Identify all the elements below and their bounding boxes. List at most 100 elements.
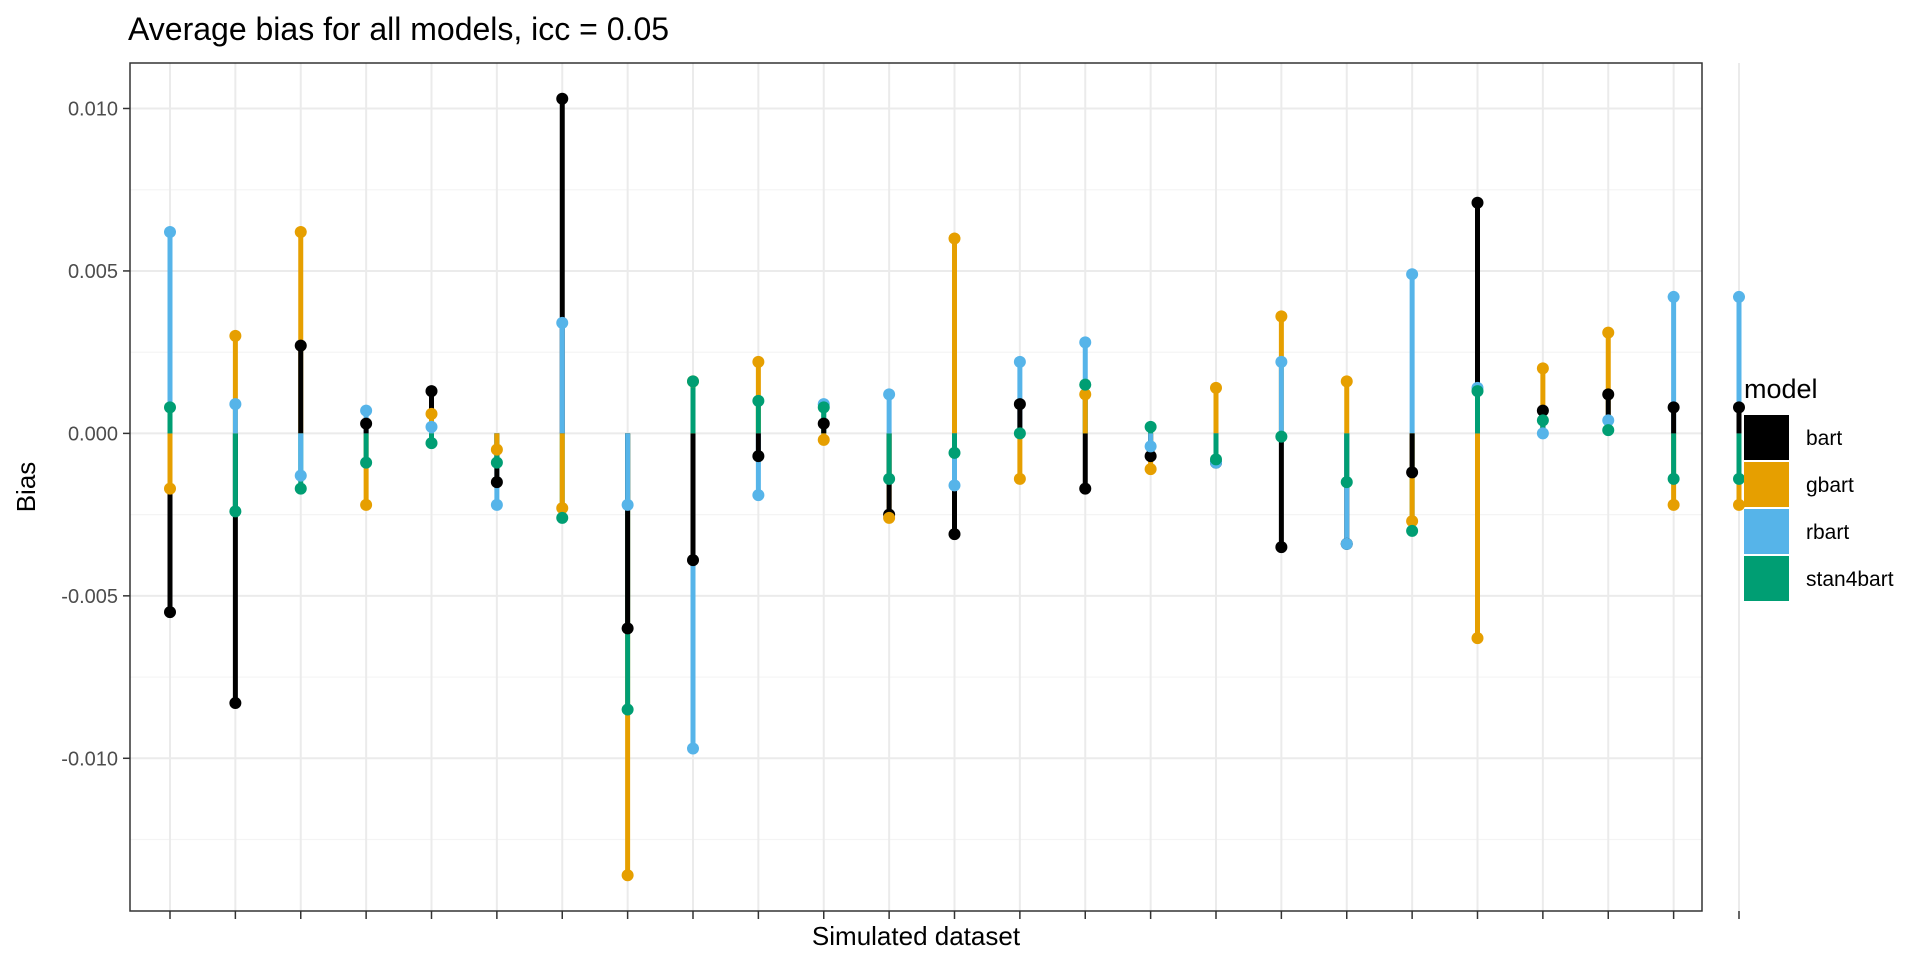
point-stan4bart bbox=[1406, 524, 1419, 537]
point-bart bbox=[1144, 450, 1157, 463]
point-stan4bart bbox=[360, 456, 373, 469]
point-rbart bbox=[294, 469, 307, 482]
point-stan4bart bbox=[621, 703, 634, 716]
point-gbart bbox=[229, 329, 242, 342]
point-rbart bbox=[1602, 414, 1615, 427]
legend-entries: bart gbart rbart stan4bart bbox=[1744, 415, 1894, 601]
point-stan4bart bbox=[1471, 385, 1484, 398]
point-rbart bbox=[1340, 537, 1353, 550]
point-bart bbox=[752, 450, 765, 463]
point-gbart bbox=[556, 502, 569, 515]
legend-title: model bbox=[1744, 374, 1818, 404]
point-stan4bart bbox=[1733, 472, 1745, 485]
point-bart bbox=[1536, 404, 1549, 417]
point-bart bbox=[1602, 388, 1615, 401]
point-stan4bart bbox=[556, 511, 569, 524]
point-gbart bbox=[1406, 515, 1419, 528]
point-stan4bart bbox=[883, 472, 896, 485]
y-tick-label: 0.005 bbox=[68, 261, 118, 283]
legend-swatch-stan4bart bbox=[1744, 556, 1789, 601]
point-gbart bbox=[1275, 310, 1288, 323]
point-gbart bbox=[883, 511, 896, 524]
point-rbart bbox=[490, 498, 503, 511]
point-bart bbox=[1079, 482, 1092, 495]
point-bart bbox=[1667, 401, 1680, 414]
point-rbart bbox=[1536, 427, 1549, 440]
point-rbart bbox=[1079, 336, 1092, 349]
point-rbart bbox=[1733, 290, 1745, 303]
legend-swatch-gbart bbox=[1744, 462, 1789, 507]
point-gbart bbox=[948, 232, 961, 245]
point-stan4bart bbox=[1144, 420, 1157, 433]
point-stan4bart bbox=[1013, 427, 1026, 440]
point-gbart bbox=[360, 498, 373, 511]
point-stan4bart bbox=[1079, 378, 1092, 391]
point-bart bbox=[1406, 466, 1419, 479]
point-bart bbox=[1013, 398, 1026, 411]
legend: model bart gbart rbart stan4bart bbox=[1744, 374, 1894, 601]
point-stan4bart bbox=[1536, 414, 1549, 427]
x-axis-title: Simulated dataset bbox=[812, 921, 1021, 951]
point-stan4bart bbox=[294, 482, 307, 495]
point-rbart bbox=[883, 388, 896, 401]
point-stan4bart bbox=[817, 401, 830, 414]
point-stan4bart bbox=[1275, 430, 1288, 443]
point-rbart bbox=[752, 489, 765, 502]
point-bart bbox=[360, 417, 373, 430]
point-rbart bbox=[948, 479, 961, 492]
point-bart bbox=[1471, 196, 1484, 209]
point-rbart bbox=[360, 404, 373, 417]
point-stan4bart bbox=[1602, 424, 1615, 437]
point-gbart bbox=[1340, 375, 1353, 388]
point-gbart bbox=[1667, 498, 1680, 511]
point-bart bbox=[687, 554, 699, 567]
point-gbart bbox=[490, 443, 503, 456]
point-gbart bbox=[1144, 463, 1157, 476]
legend-label-gbart: gbart bbox=[1806, 474, 1854, 497]
point-bart bbox=[556, 92, 569, 105]
point-gbart bbox=[1079, 388, 1092, 401]
legend-label-stan4bart: stan4bart bbox=[1806, 568, 1894, 591]
point-rbart bbox=[1667, 290, 1680, 303]
point-rbart bbox=[687, 742, 699, 755]
point-bart bbox=[817, 417, 830, 430]
point-gbart bbox=[1013, 472, 1026, 485]
y-tick-label: -0.005 bbox=[61, 586, 118, 608]
point-gbart bbox=[1536, 362, 1549, 375]
point-bart bbox=[948, 528, 961, 541]
point-stan4bart bbox=[752, 394, 765, 407]
panel-border bbox=[129, 62, 1703, 912]
bias-points bbox=[164, 92, 1745, 882]
legend-label-bart: bart bbox=[1806, 427, 1842, 450]
point-rbart bbox=[1406, 268, 1419, 281]
point-rbart bbox=[229, 398, 242, 411]
point-bart bbox=[425, 385, 438, 398]
grid-minor bbox=[130, 189, 1702, 841]
point-gbart bbox=[1210, 381, 1222, 394]
y-tick-label: 0.010 bbox=[68, 98, 118, 120]
panel-background bbox=[130, 63, 1702, 911]
point-gbart bbox=[817, 433, 830, 446]
chart-title: Average bias for all models, icc = 0.05 bbox=[128, 11, 669, 47]
point-rbart bbox=[425, 420, 438, 433]
point-stan4bart bbox=[687, 375, 699, 388]
point-gbart bbox=[1602, 326, 1615, 339]
y-tick-label: 0.000 bbox=[68, 423, 118, 445]
point-bart bbox=[1733, 401, 1745, 414]
point-bart bbox=[164, 606, 176, 619]
legend-swatch-bart bbox=[1744, 415, 1789, 460]
point-rbart bbox=[1275, 355, 1288, 368]
point-rbart bbox=[1144, 440, 1157, 453]
point-bart bbox=[621, 622, 634, 635]
point-rbart bbox=[1013, 355, 1026, 368]
point-rbart bbox=[621, 498, 634, 511]
point-stan4bart bbox=[948, 446, 961, 459]
point-stan4bart bbox=[1340, 476, 1353, 489]
point-bart bbox=[294, 339, 307, 352]
point-stan4bart bbox=[229, 505, 242, 518]
point-gbart bbox=[621, 869, 634, 882]
y-tick-label: -0.010 bbox=[61, 748, 118, 770]
point-gbart bbox=[425, 407, 438, 420]
point-gbart bbox=[1471, 632, 1484, 645]
